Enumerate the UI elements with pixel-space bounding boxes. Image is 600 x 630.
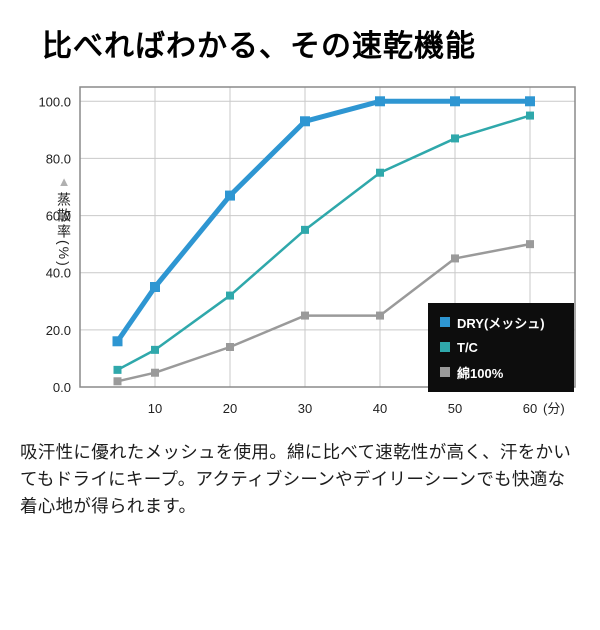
legend-swatch xyxy=(440,342,450,352)
chart-legend: DRY(メッシュ) T/C 綿100% xyxy=(428,302,574,392)
svg-text:100.0: 100.0 xyxy=(38,94,71,109)
svg-text:60.0: 60.0 xyxy=(46,208,71,223)
legend-item: T/C xyxy=(440,340,564,355)
svg-text:60: 60 xyxy=(523,401,537,416)
triangle-marker: ▲ xyxy=(57,173,71,189)
svg-text:50: 50 xyxy=(448,401,462,416)
legend-label: 綿100% xyxy=(457,365,504,381)
svg-text:(分): (分) xyxy=(543,401,565,416)
legend-swatch xyxy=(440,317,450,327)
y-axis-label: ▲ 蒸散率(%) xyxy=(26,175,102,268)
description-text: 吸汗性に優れたメッシュを使用。綿に比べて速乾性が高く、汗をかいてもドライにキープ… xyxy=(20,441,572,516)
svg-text:10: 10 xyxy=(148,401,162,416)
legend-label: DRY(メッシュ) xyxy=(457,315,545,331)
svg-text:40: 40 xyxy=(373,401,387,416)
y-axis-title: 蒸散率(%) xyxy=(56,191,72,268)
svg-text:20.0: 20.0 xyxy=(46,322,71,337)
legend-label: T/C xyxy=(457,339,478,355)
page-title: 比べればわかる、その速乾機能 xyxy=(42,30,476,63)
svg-text:30: 30 xyxy=(298,401,312,416)
legend-swatch xyxy=(440,367,450,377)
drying-rate-line-chart: 0.0 20.0 40.0 60.0 80.0 100.0 10 20 30 40 50 60 (分) xyxy=(38,85,576,416)
svg-text:40.0: 40.0 xyxy=(46,265,71,280)
svg-text:20: 20 xyxy=(223,401,237,416)
legend-item: DRY(メッシュ) xyxy=(440,313,564,332)
svg-text:0.0: 0.0 xyxy=(53,380,71,395)
svg-text:80.0: 80.0 xyxy=(46,151,71,166)
chart-area: 0.0 20.0 40.0 60.0 80.0 100.0 10 20 30 40 50 60 (分) … xyxy=(0,75,600,423)
page: 比べればわかる、その速乾機能 0.0 20.0 40.0 60.0 80.0 100.0 1… xyxy=(0,30,600,630)
legend-item: 綿100% xyxy=(440,363,564,382)
